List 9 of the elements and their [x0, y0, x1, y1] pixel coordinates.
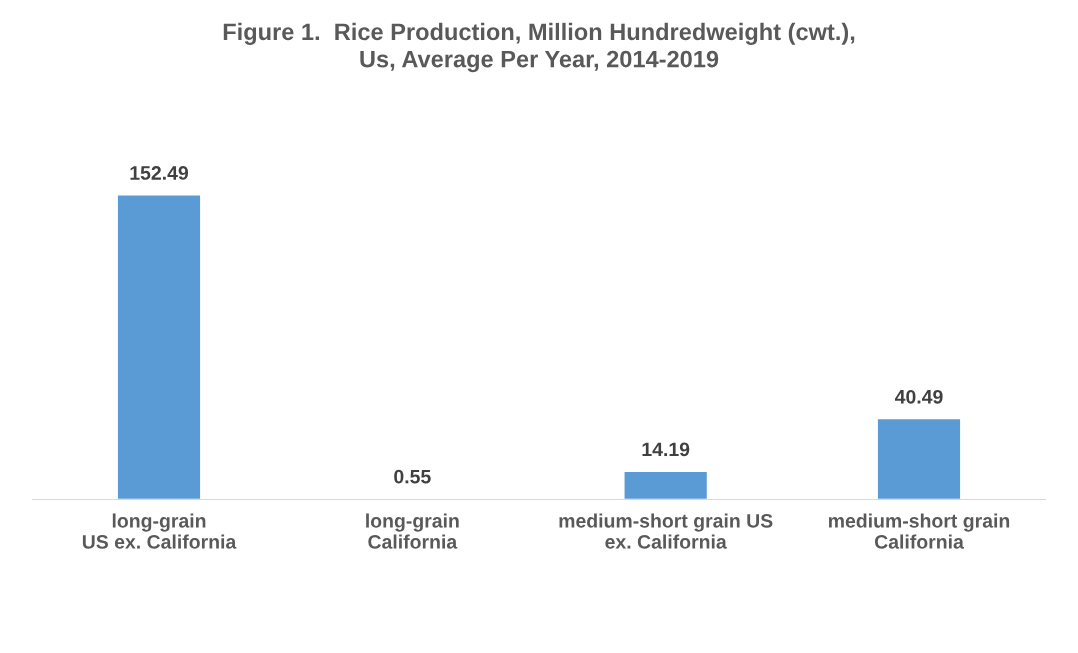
data-label: 14.19	[642, 442, 690, 457]
data-label: 0.55	[394, 469, 431, 484]
x-tick-label: long-grain California	[366, 513, 459, 549]
data-label: 40.49	[894, 389, 943, 404]
x-tick-label: medium-short grain US ex. California	[559, 513, 773, 549]
data-label: 152.49	[130, 166, 189, 180]
chart-title: Figure 1. Rice Production, Million Hundredweight (cwt.), Us, Average Per Year, 2014-2019	[223, 22, 855, 73]
x-tick-label: long-grain US ex. California	[82, 513, 237, 549]
x-tick-label: medium-short grain California	[828, 513, 1010, 549]
